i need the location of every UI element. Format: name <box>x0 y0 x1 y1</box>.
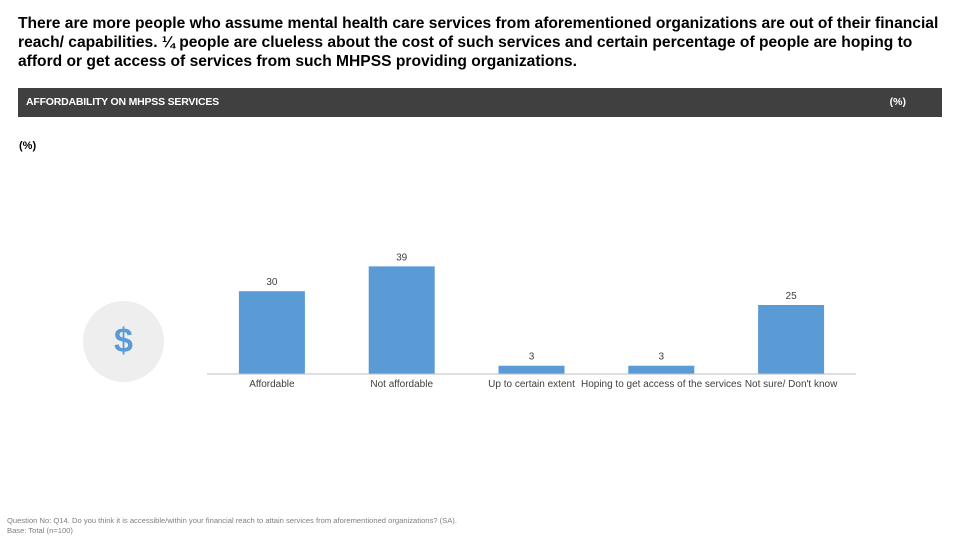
dollar-badge: $ <box>83 301 164 382</box>
bar-0 <box>238 291 305 374</box>
section-unit-label: (%) <box>889 96 906 108</box>
bar-value-label-3: 3 <box>659 352 665 363</box>
bar-value-label-2: 3 <box>529 352 535 363</box>
labels-layer: 30 Affordable 39 Not affordable 3 Up to certa… <box>249 252 838 390</box>
bar-2 <box>498 365 565 374</box>
bar-value-label-0: 30 <box>266 277 278 288</box>
footnote-question: Question No: Q14. Do you think it is acc… <box>7 516 457 525</box>
footnote: Question No: Q14. Do you think it is acc… <box>7 516 457 536</box>
bars-layer <box>238 266 825 374</box>
page-headline: There are more people who assume mental … <box>18 15 939 70</box>
category-label-4: Not sure/ Don't know <box>745 379 838 390</box>
dollar-icon: $ <box>114 322 133 360</box>
bar-3 <box>628 365 695 374</box>
footnote-base: Base: Total (n=100) <box>7 526 73 535</box>
section-header-bar: AFFORDABILITY ON MHPSS SERVICES (%) <box>18 88 942 117</box>
bar-4 <box>758 305 825 374</box>
bar-value-label-1: 39 <box>396 252 408 263</box>
chart-unit-label: (%) <box>19 140 37 152</box>
section-title: AFFORDABILITY ON MHPSS SERVICES <box>26 96 219 108</box>
category-label-0: Affordable <box>249 379 295 390</box>
bar-value-label-4: 25 <box>786 291 798 302</box>
category-label-3: Hoping to get access of the services <box>581 379 742 390</box>
category-label-2: Up to certain extent <box>488 379 575 390</box>
category-label-1: Not affordable <box>370 379 433 390</box>
bar-1 <box>368 266 435 374</box>
